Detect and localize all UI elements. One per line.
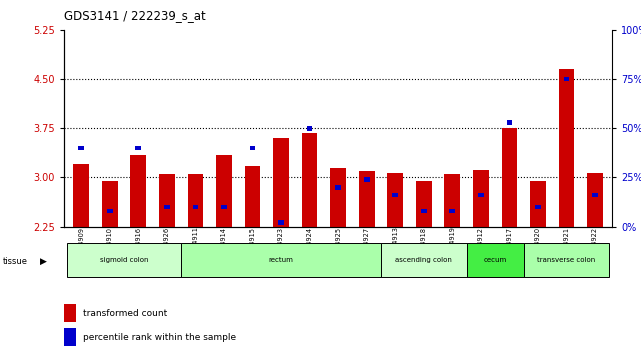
Bar	[381, 243, 467, 277]
Bar	[473, 170, 488, 227]
Bar	[467, 243, 524, 277]
Bar	[102, 181, 117, 227]
Bar	[192, 205, 198, 209]
Bar	[559, 69, 574, 227]
Text: tissue: tissue	[3, 257, 28, 266]
Bar	[421, 209, 427, 213]
Bar	[449, 209, 455, 213]
Bar	[302, 133, 317, 227]
Bar	[181, 243, 381, 277]
Bar	[387, 173, 403, 227]
Bar	[278, 220, 284, 225]
Bar	[587, 173, 603, 227]
Bar	[78, 146, 84, 150]
Bar	[501, 128, 517, 227]
Bar	[416, 181, 431, 227]
Bar	[159, 174, 175, 227]
Text: ▶: ▶	[40, 257, 47, 266]
Bar	[524, 243, 610, 277]
Bar	[392, 193, 398, 198]
Bar	[330, 168, 346, 227]
Bar	[67, 243, 181, 277]
Bar	[364, 177, 369, 182]
Bar	[530, 181, 545, 227]
Bar	[221, 205, 227, 209]
Bar	[359, 171, 374, 227]
Text: transverse colon: transverse colon	[537, 257, 595, 263]
Bar	[307, 126, 312, 131]
Bar	[592, 193, 598, 198]
Bar	[135, 146, 141, 150]
Text: rectum: rectum	[269, 257, 294, 263]
Bar	[107, 209, 113, 213]
Bar	[164, 205, 170, 209]
Bar	[506, 120, 512, 125]
Bar	[273, 138, 289, 227]
Bar	[245, 166, 260, 227]
Text: transformed count: transformed count	[83, 309, 167, 318]
Text: sigmoid colon: sigmoid colon	[100, 257, 148, 263]
Bar	[64, 328, 76, 346]
Bar	[216, 154, 232, 227]
Text: GDS3141 / 222239_s_at: GDS3141 / 222239_s_at	[64, 9, 206, 22]
Bar	[335, 185, 341, 189]
Bar	[188, 174, 203, 227]
Bar	[73, 164, 89, 227]
Bar	[444, 174, 460, 227]
Text: percentile rank within the sample: percentile rank within the sample	[83, 332, 237, 342]
Bar	[249, 146, 255, 150]
Bar	[535, 205, 541, 209]
Bar	[131, 154, 146, 227]
Bar	[64, 304, 76, 322]
Text: cecum: cecum	[483, 257, 507, 263]
Bar	[478, 193, 484, 198]
Bar	[563, 77, 569, 81]
Text: ascending colon: ascending colon	[395, 257, 452, 263]
